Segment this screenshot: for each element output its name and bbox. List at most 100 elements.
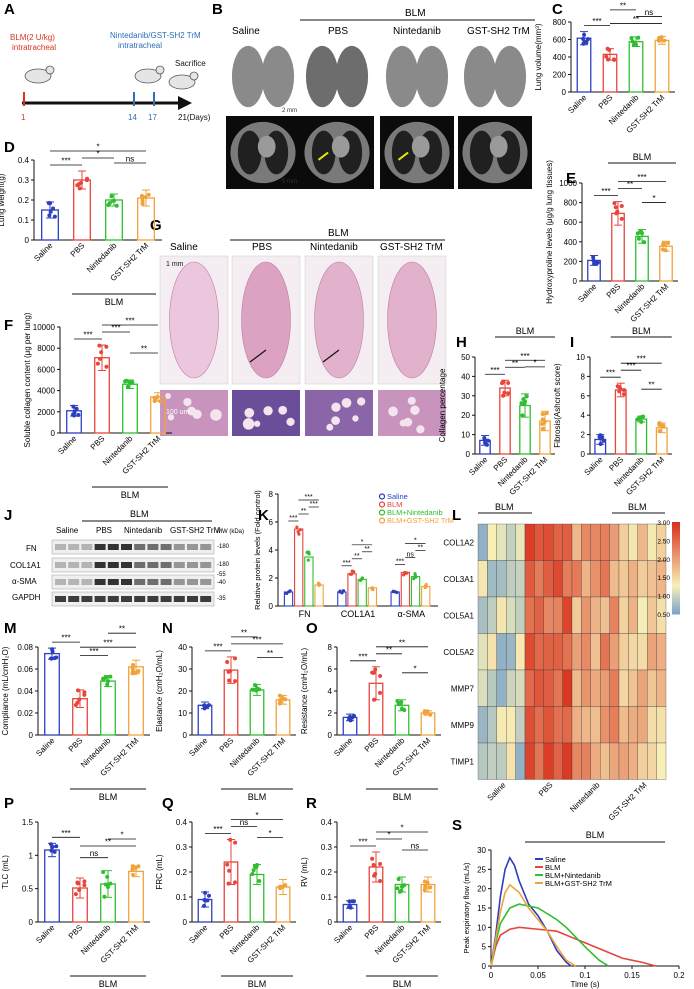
data-point bbox=[257, 878, 262, 883]
blot-band bbox=[173, 596, 185, 602]
data-point bbox=[636, 35, 641, 40]
data-point bbox=[612, 57, 617, 62]
data-point bbox=[52, 849, 57, 854]
data-point bbox=[205, 898, 210, 903]
data-point bbox=[105, 874, 110, 879]
data-point bbox=[82, 883, 87, 888]
chart-i: I 0 2 4 6 8 10 Fibrosis(Ashcroft score) Saline PB… bbox=[553, 326, 672, 497]
data-point bbox=[351, 713, 356, 718]
heatmap-cell bbox=[600, 596, 610, 634]
alveolus bbox=[399, 419, 407, 427]
y-tick-label: 25 bbox=[477, 865, 486, 874]
heatmap: COL1A2 COL3A1 COL5A1 COL5A2 MMP7 MMP9 TIMP1 Sal… bbox=[443, 520, 680, 822]
data-point bbox=[48, 209, 53, 214]
x-tick-label: Saline bbox=[467, 455, 489, 477]
panel-letter-b: B bbox=[212, 1, 223, 18]
bar bbox=[275, 699, 291, 736]
sig-label: ** bbox=[354, 553, 360, 560]
y-axis-label: Resistance (cmH₂O/mL) bbox=[300, 648, 309, 735]
data-point bbox=[75, 688, 80, 693]
data-point bbox=[136, 669, 141, 674]
data-point bbox=[228, 837, 233, 842]
bar bbox=[635, 418, 648, 455]
heatmap-cell bbox=[534, 633, 544, 671]
data-point bbox=[399, 884, 404, 889]
y-tick-label: 10 bbox=[178, 709, 187, 718]
bar bbox=[654, 39, 670, 93]
heatmap-cell bbox=[477, 596, 488, 634]
sig-label: *** bbox=[213, 825, 222, 834]
y-tick-label: 0 bbox=[562, 88, 567, 97]
sig-label: *** bbox=[626, 362, 635, 371]
alveolus bbox=[253, 420, 261, 427]
data-point bbox=[54, 844, 59, 849]
data-point bbox=[97, 356, 102, 361]
heatmap-cell bbox=[609, 596, 620, 634]
heatmap-cell bbox=[553, 669, 563, 707]
data-point bbox=[131, 864, 136, 869]
mouse-icon bbox=[24, 65, 55, 84]
data-point bbox=[500, 381, 505, 386]
alveolus bbox=[210, 409, 222, 421]
histo-col-saline: Saline bbox=[170, 242, 198, 253]
wb-row-fn: FN bbox=[26, 544, 37, 553]
x-tick-label: FN bbox=[299, 609, 311, 619]
heatmap-cell bbox=[496, 523, 507, 561]
sig-label: * bbox=[387, 831, 390, 840]
data-point bbox=[642, 240, 647, 245]
data-point bbox=[612, 201, 617, 206]
data-point bbox=[226, 881, 231, 886]
legend-label: BLM+Nintedanib bbox=[545, 871, 601, 880]
data-point bbox=[252, 683, 257, 688]
y-tick-label: 10 bbox=[461, 431, 470, 440]
ct-scale-bottom: 5 mm bbox=[282, 179, 297, 185]
blot-band bbox=[134, 544, 146, 550]
blot-band bbox=[200, 544, 212, 550]
y-tick-label: 30 bbox=[477, 846, 486, 855]
heatmap-cell bbox=[637, 560, 648, 598]
y-tick-label: 0 bbox=[466, 450, 471, 459]
heatmap-cell bbox=[628, 669, 638, 707]
data-point bbox=[140, 199, 145, 204]
heart bbox=[411, 135, 430, 158]
bar bbox=[100, 680, 116, 736]
data-point bbox=[636, 236, 641, 241]
colorbar-swatch bbox=[672, 535, 680, 539]
colorbar-swatch bbox=[672, 570, 680, 574]
blot-strip bbox=[51, 574, 215, 590]
y-tick-label: 200 bbox=[553, 71, 567, 80]
x-tick-label: Saline bbox=[56, 434, 78, 456]
blm-group-label: BLM bbox=[121, 490, 140, 500]
blot-band bbox=[173, 562, 185, 568]
heatmap-cell bbox=[618, 706, 629, 744]
data-point bbox=[544, 411, 549, 416]
sig-label: ns bbox=[240, 818, 248, 827]
data-point bbox=[306, 558, 310, 562]
x-tick-label: 0.1 bbox=[579, 971, 591, 980]
data-point bbox=[54, 655, 59, 660]
blot-band bbox=[200, 562, 212, 568]
blot-band bbox=[160, 544, 172, 550]
data-point bbox=[378, 690, 383, 695]
x-tick-label: Saline bbox=[187, 736, 209, 758]
gene-label: TIMP1 bbox=[450, 757, 474, 766]
colorbar-swatch bbox=[672, 568, 680, 571]
blm-group-label: BLM bbox=[495, 502, 514, 512]
heatmap-cell bbox=[571, 669, 582, 707]
alveolus bbox=[331, 416, 340, 425]
lung-lobe bbox=[415, 45, 449, 108]
bar bbox=[44, 849, 60, 923]
data-point bbox=[424, 582, 428, 587]
blot-band bbox=[121, 596, 132, 602]
data-point bbox=[233, 656, 238, 661]
y-tick-label: 800 bbox=[564, 199, 578, 208]
panel-a: A BLM(2 U/kg) intratracheal Nintedanib/G… bbox=[4, 1, 211, 122]
blot-image bbox=[51, 539, 215, 607]
y-tick-label: 30 bbox=[178, 665, 187, 674]
panel-letter-m: M bbox=[4, 620, 17, 637]
data-point bbox=[591, 255, 596, 260]
data-point bbox=[226, 669, 231, 674]
